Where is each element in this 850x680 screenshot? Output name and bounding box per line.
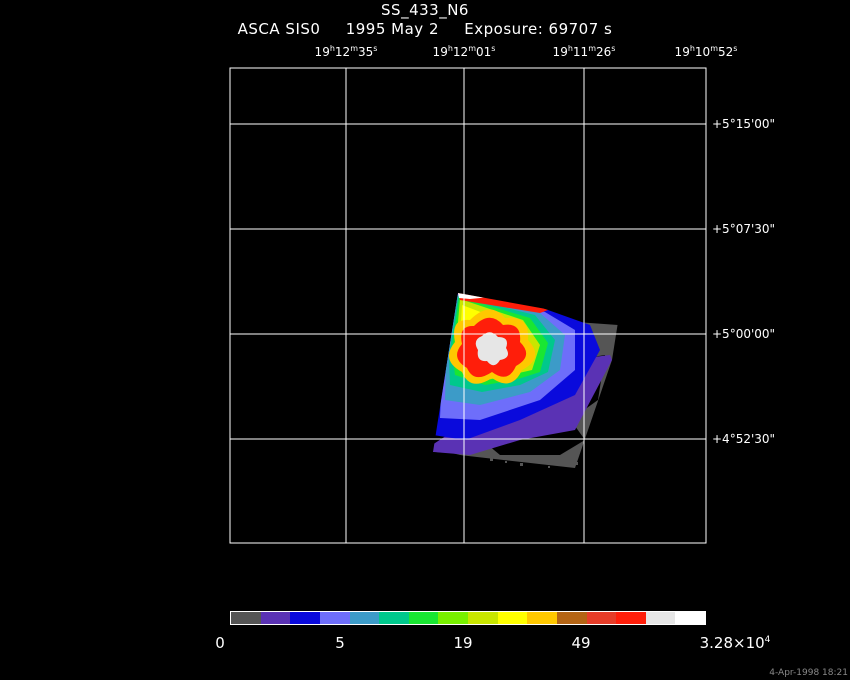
dec-tick-label: +5°00'00": [712, 327, 776, 341]
colorbar-segment: [260, 612, 291, 624]
coordinate-grid: [230, 68, 706, 543]
dec-tick-label: +5°15'00": [712, 117, 776, 131]
ra-tick-label: 19h11m26s: [552, 44, 616, 59]
noise-pixels: [490, 458, 578, 468]
heatmap-band-white: [475, 332, 508, 366]
colorbar-segment: [379, 612, 409, 624]
dec-tick-label: +4°52'30": [712, 432, 776, 446]
exposure-label: Exposure: 69707 s: [464, 20, 613, 38]
colorbar-segment: [231, 612, 261, 624]
colorbar-tick-label: 19: [453, 634, 473, 652]
heatmap-image: [433, 293, 618, 468]
colorbar-max-label: 3.28×104: [699, 634, 771, 652]
ra-tick-label: 19h12m01s: [432, 44, 496, 59]
colorbar-segment: [408, 612, 439, 624]
instrument-label: ASCA SIS0: [237, 20, 321, 38]
colorbar-segment: [468, 612, 498, 624]
chart-title: SS_433_N6: [381, 1, 469, 19]
colorbar-segment: [527, 612, 557, 624]
ra-tick-label: 19h10m52s: [674, 44, 738, 59]
dec-tick-label: +5°07'30": [712, 222, 776, 236]
plot-frame: [229, 67, 707, 544]
colorbar-segment: [349, 612, 380, 624]
colorbar-segment: [497, 612, 528, 624]
date-label: 1995 May 2: [345, 20, 439, 38]
ra-tick-label: 19h12m35s: [314, 44, 378, 59]
colorbar-segment: [290, 612, 320, 624]
chart-subtitle: ASCA SIS0 1995 May 2 Exposure: 69707 s: [0, 20, 850, 38]
heatmap-band-edge: [458, 293, 548, 313]
colorbar-segment: [438, 612, 468, 624]
colorbar-segment: [319, 612, 350, 624]
colorbar-tick-label: 5: [335, 634, 345, 652]
colorbar: [230, 611, 706, 625]
colorbar-tick-label: 0: [215, 634, 225, 652]
colorbar-tick-label: 49: [571, 634, 591, 652]
colorbar-segment: [586, 612, 617, 624]
timestamp-label: 4-Apr-1998 18:21: [769, 668, 848, 678]
colorbar-segment: [675, 612, 705, 624]
colorbar-segment: [645, 612, 676, 624]
colorbar-segment: [556, 612, 587, 624]
colorbar-segment: [616, 612, 646, 624]
